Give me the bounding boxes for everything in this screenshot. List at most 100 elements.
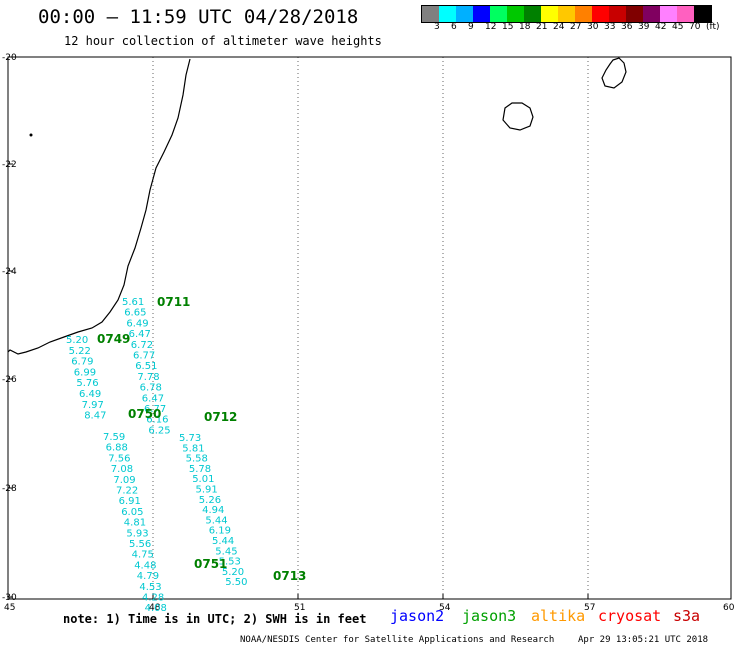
swh-value-label: 5.93 (126, 528, 148, 539)
legend-label: 27 (570, 22, 582, 32)
legend-swatch (456, 6, 473, 22)
swh-value-label: 6.51 (135, 361, 157, 372)
lon-tick-label: 51 (294, 603, 305, 613)
legend-swatch (524, 6, 541, 22)
swh-value-label: 5.22 (69, 346, 91, 357)
small-island (29, 133, 33, 137)
lon-tick-label: 45 (4, 603, 15, 613)
legend-label: 3 (434, 22, 440, 32)
legend-label: 21 (536, 22, 548, 32)
swh-value-label: 5.81 (182, 443, 204, 454)
swh-value-label: 4.28 (142, 593, 164, 604)
credit-line: NOAA/NESDIS Center for Satellite Applica… (240, 635, 555, 645)
swh-value-label: 7.08 (111, 464, 133, 475)
swh-value-label: 6.77 (133, 351, 155, 362)
satellite-cryosat: cryosat (598, 607, 662, 625)
swh-value-label: 6.47 (129, 329, 151, 340)
swh-labels: 5.616.656.496.476.726.776.517.786.786.47… (66, 297, 247, 614)
legend-swatch (507, 6, 524, 22)
swh-value-label: 7.97 (82, 400, 104, 411)
swh-value-label: 6.88 (106, 443, 128, 454)
swh-value-label: 5.20 (222, 567, 244, 578)
swh-value-label: 6.99 (74, 367, 96, 378)
legend-swatch (490, 6, 507, 22)
swh-value-label: 6.19 (209, 526, 231, 537)
swh-value-label: 5.01 (192, 474, 214, 485)
lat-tick-label: -24 (2, 267, 17, 277)
pass-time-label: 0712 (204, 410, 237, 424)
lat-tick-label: -22 (2, 160, 17, 170)
swh-value-label: 5.76 (76, 378, 98, 389)
swh-value-label: 5.20 (66, 335, 88, 346)
swh-value-label: 6.05 (121, 507, 143, 518)
swh-value-label: 5.58 (186, 454, 208, 465)
legend-label: 42 (655, 22, 667, 32)
satellite-jason2: jason2 (390, 607, 445, 625)
legend-swatch (694, 6, 711, 22)
legend-label: 9 (468, 22, 474, 32)
legend-swatch (439, 6, 456, 22)
swh-value-label: 5.44 (212, 536, 234, 547)
swh-value-label: 6.47 (142, 393, 164, 404)
pass-time-labels: 0711 0749 0750 0712 0751 0713 (97, 295, 306, 583)
swh-value-label: 4.08 (145, 603, 167, 614)
swh-value-label: 7.78 (137, 372, 159, 383)
swh-value-label: 6.16 (146, 415, 168, 426)
lon-tick-label: 60 (723, 603, 735, 613)
swh-value-label: 6.77 (144, 404, 166, 415)
reunion-island (502, 102, 534, 131)
swh-value-label: 5.78 (189, 464, 211, 475)
satellite-jason3: jason3 (462, 607, 517, 625)
map-subtitle: 12 hour collection of altimeter wave hei… (64, 34, 382, 48)
legend-label: 36 (621, 22, 633, 32)
satellite-s3a: s3a (673, 607, 701, 625)
legend-swatch (643, 6, 660, 22)
legend-label: (ft) (706, 22, 720, 32)
generated-timestamp: Apr 29 13:05:21 UTC 2018 (578, 635, 709, 645)
lon-tick-label: 48 (149, 603, 161, 613)
lat-tick-label: -28 (2, 484, 17, 494)
lon-tick-label: 54 (439, 603, 451, 613)
swh-value-label: 5.61 (122, 297, 144, 308)
swh-value-label: 6.25 (148, 425, 170, 436)
pass-time-label: 0711 (157, 295, 190, 309)
swh-value-label: 4.75 (132, 550, 154, 561)
swh-value-label: 5.50 (225, 577, 247, 588)
pass-time-label: 0750 (128, 407, 161, 421)
swh-value-label: 4.79 (137, 571, 159, 582)
swh-value-label: 7.56 (108, 453, 130, 464)
pass-time-label: 0713 (273, 569, 306, 583)
lon-tick-label: 57 (584, 603, 595, 613)
swh-value-label: 6.91 (119, 496, 141, 507)
legend-label: 6 (451, 22, 457, 32)
swh-value-label: 4.94 (202, 505, 224, 516)
pass-time-label: 0749 (97, 332, 130, 346)
swh-value-label: 4.81 (124, 518, 146, 529)
legend-label: 18 (519, 22, 531, 32)
swh-value-label: 6.78 (140, 383, 162, 394)
legend-swatch (626, 6, 643, 22)
swh-value-label: 5.45 (215, 546, 237, 557)
legend-label: 24 (553, 22, 565, 32)
legend-label: 15 (502, 22, 514, 32)
madagascar-coastline (7, 58, 191, 355)
swh-value-label: 5.91 (196, 485, 218, 496)
legend-swatch (558, 6, 575, 22)
swh-value-label: 5.73 (179, 433, 201, 444)
swh-value-label: 7.22 (116, 486, 138, 497)
legend-swatch (592, 6, 609, 22)
swh-value-label: 4.53 (139, 582, 161, 593)
swh-value-label: 5.53 (219, 557, 241, 568)
units-note: note: 1) Time is in UTC; 2) SWH is in fe… (63, 612, 367, 626)
lat-tick-label: -20 (2, 53, 17, 63)
swh-value-label: 5.26 (199, 495, 221, 506)
legend-swatch (473, 6, 490, 22)
legend-swatch (660, 6, 677, 22)
swh-value-label: 4.48 (134, 560, 156, 571)
legend-label: 30 (587, 22, 599, 32)
swh-value-label: 7.59 (103, 432, 125, 443)
legend-swatch (541, 6, 558, 22)
legend-label: 70 (689, 22, 701, 32)
